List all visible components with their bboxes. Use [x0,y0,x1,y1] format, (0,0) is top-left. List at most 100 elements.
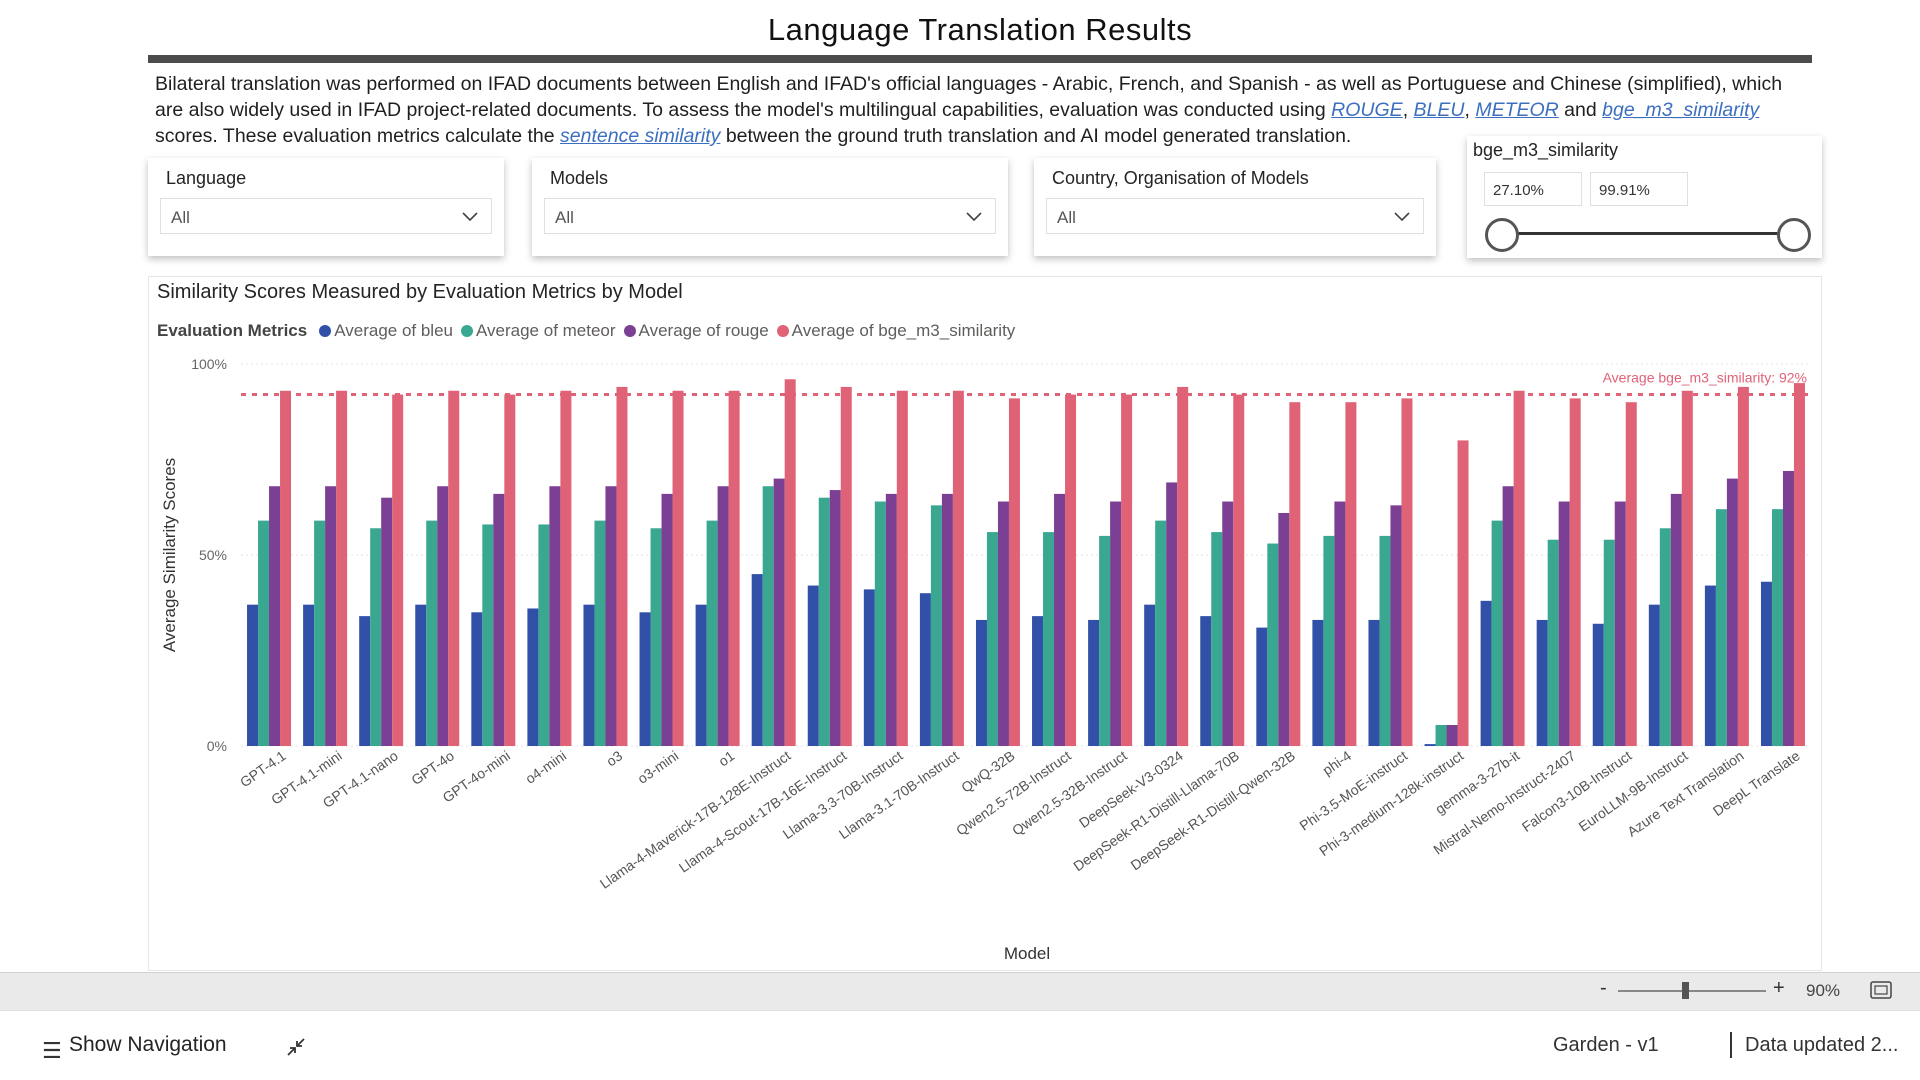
bar-average-of-rouge [1614,501,1626,746]
models-dropdown-value: All [555,208,574,227]
range-min-handle[interactable] [1485,218,1519,252]
x-tick-label: o3 [603,747,625,769]
page-title: Language Translation Results [767,12,1193,47]
bar-average-of-meteor [482,524,494,746]
bar-average-of-bleu [1256,627,1268,746]
bar-average-of-bge_m3_similarity [896,390,908,746]
data-updated-label: Data updated 2... [1745,1034,1899,1056]
legend-title: Evaluation Metrics [157,321,308,340]
x-axis-title: Model [1004,944,1050,963]
bar-average-of-meteor [594,520,606,746]
country-slicer-label: Country, Organisation of Models [1052,168,1309,188]
status-bar: - + 90% [0,972,1920,1010]
zoom-slider-track[interactable] [1618,990,1766,992]
legend-label: Average of meteor [476,321,616,340]
y-tick-label: 0% [207,738,227,754]
intro-and: and [1558,99,1603,121]
reference-line-label: Average bge_m3_similarity: 92% [1603,370,1807,386]
legend-item-bleu[interactable]: Average of bleu [319,321,453,341]
bar-average-of-meteor [1435,724,1447,746]
legend-dot [461,325,473,337]
legend-item-rouge[interactable]: Average of rouge [623,321,769,341]
bar-average-of-meteor [1547,539,1559,746]
bge-m3-link[interactable]: bge_m3_similarity [1602,99,1760,121]
bar-average-of-bleu [863,589,875,746]
range-min-input[interactable]: 27.10% [1484,172,1582,206]
models-dropdown[interactable]: All [544,198,996,234]
bleu-link[interactable]: BLEU [1413,99,1465,121]
rouge-link[interactable]: ROUGE [1331,99,1403,121]
sentence-similarity-link[interactable]: sentence similarity [560,125,721,147]
bar-average-of-bleu [247,604,259,746]
bar-average-of-rouge [661,493,673,746]
title-divider [148,55,1812,63]
bar-average-of-bleu [1760,581,1772,746]
bar-average-of-rouge [1110,501,1122,746]
fit-to-page-icon[interactable] [1870,981,1892,999]
x-tick-label: o1 [715,747,737,769]
bar-average-of-meteor [1491,520,1503,746]
bar-average-of-meteor [1715,509,1727,746]
bar-average-of-meteor [1323,535,1335,746]
legend-dot [776,325,789,337]
bar-average-of-meteor [930,505,942,746]
country-dropdown[interactable]: All [1046,198,1424,234]
language-dropdown[interactable]: All [160,198,492,234]
bar-average-of-bleu [1480,600,1492,746]
bar-average-of-bleu [1536,619,1548,746]
bar-average-of-bleu [1592,623,1604,746]
bar-average-of-bge_m3_similarity [1401,398,1413,746]
bar-average-of-meteor [1659,528,1671,746]
bar-average-of-bleu [639,612,651,746]
legend-item-bge-m3[interactable]: Average of bge_m3_similarity [776,321,1015,341]
bar-average-of-bleu [1704,585,1716,746]
bar-average-of-rouge [605,486,617,746]
bar-average-of-meteor [1211,532,1223,746]
bar-average-of-bge_m3_similarity [952,390,964,746]
zoom-in-button[interactable]: + [1773,977,1785,999]
bar-average-of-bleu [471,612,483,746]
collapse-icon[interactable] [284,1035,308,1059]
bar-average-of-rouge [1222,501,1234,746]
bar-average-of-bleu [919,593,931,746]
bar-average-of-meteor [874,501,886,746]
bar-average-of-meteor [258,520,270,746]
y-tick-label: 50% [199,547,227,563]
bar-average-of-rouge [269,486,281,746]
bar-average-of-bge_m3_similarity [1121,394,1133,746]
bar-average-of-bleu [1648,604,1660,746]
bar-average-of-bleu [303,604,315,746]
intro-separator: , [1464,99,1476,121]
bar-average-of-bge_m3_similarity [1065,394,1077,746]
legend-item-meteor[interactable]: Average of meteor [461,321,616,341]
bar-average-of-bge_m3_similarity [560,390,572,746]
bar-average-of-bleu [1032,616,1044,746]
bar-average-of-meteor [1267,543,1279,746]
bar-average-of-bleu [751,574,763,746]
hamburger-icon[interactable]: ☰ [42,1038,62,1063]
bar-average-of-meteor [426,520,438,746]
legend-label: Average of rouge [638,321,769,340]
bar-average-of-bleu [1312,619,1324,746]
bar-average-of-rouge [381,497,393,746]
show-navigation-button[interactable]: Show Navigation [69,1033,227,1056]
range-max-input[interactable]: 99.91% [1590,172,1688,206]
bar-average-of-bge_m3_similarity [1681,390,1693,746]
bar-average-of-rouge [997,501,1009,746]
report-footer: ☰ Show Navigation Garden - v1 Data updat… [0,1010,1920,1080]
similarity-range-label: bge_m3_similarity [1473,140,1619,160]
meteor-link[interactable]: METEOR [1475,99,1559,121]
bar-average-of-rouge [1334,501,1346,746]
bar-average-of-rouge [493,493,505,746]
bar-average-of-bleu [695,604,707,746]
zoom-out-button[interactable]: - [1600,977,1607,999]
intro-part-3: between the ground truth translation and… [720,125,1352,147]
bar-average-of-bge_m3_similarity [1737,386,1749,746]
bar-average-of-rouge [1390,505,1402,746]
zoom-level: 90% [1806,981,1841,1000]
range-max-handle[interactable] [1777,218,1811,252]
zoom-slider-handle[interactable] [1682,982,1689,999]
similarity-range-slicer: bge_m3_similarity 27.10% 99.91% [1467,136,1822,258]
bar-average-of-rouge [1782,470,1794,746]
